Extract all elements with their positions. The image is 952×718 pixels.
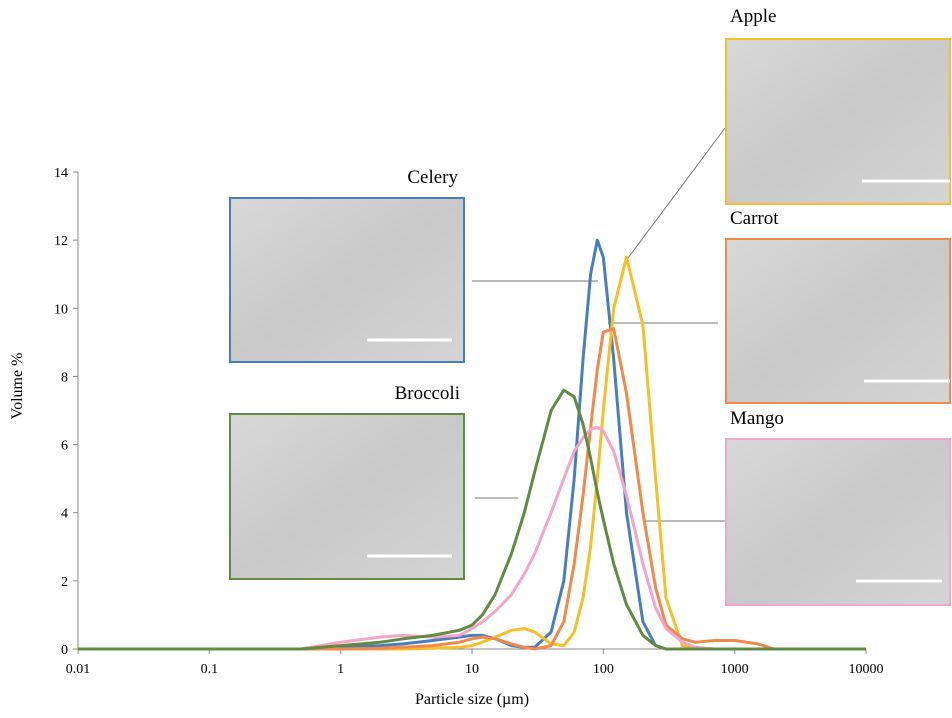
- series-line: [78, 327, 866, 651]
- x-tick-label: 1000: [721, 662, 749, 677]
- micrograph: [229, 197, 465, 363]
- y-tick-label: 6: [61, 439, 68, 454]
- micrograph: [725, 238, 951, 404]
- y-tick-label: 12: [54, 234, 68, 249]
- x-tick-label: 0.01: [66, 662, 91, 677]
- y-tick-label: 0: [61, 643, 68, 658]
- x-axis-title: Particle size (µm): [415, 691, 529, 708]
- y-tick-label: 10: [54, 302, 68, 317]
- micrograph: [725, 438, 951, 606]
- x-tick-label: 100: [593, 662, 614, 677]
- inset-label: Celery: [407, 167, 458, 188]
- inset-label: Mango: [730, 408, 784, 429]
- leader-line: [627, 127, 726, 259]
- x-tick-label: 1: [337, 662, 344, 677]
- y-tick-label: 14: [54, 166, 68, 181]
- x-tick-label: 10000: [849, 662, 884, 677]
- y-tick-label: 4: [61, 507, 68, 522]
- y-axis-title: Volume %: [9, 353, 26, 420]
- inset-label: Broccoli: [395, 383, 460, 404]
- inset-label: Apple: [730, 6, 776, 27]
- x-tick-label: 0.1: [201, 662, 219, 677]
- micrograph: [725, 38, 951, 205]
- y-tick-label: 8: [61, 370, 68, 385]
- micrograph: [229, 413, 465, 580]
- series-line: [78, 426, 866, 651]
- inset-label: Carrot: [730, 208, 779, 229]
- x-tick-label: 10: [465, 662, 479, 677]
- y-tick-label: 2: [61, 575, 68, 590]
- series-line: [78, 388, 866, 651]
